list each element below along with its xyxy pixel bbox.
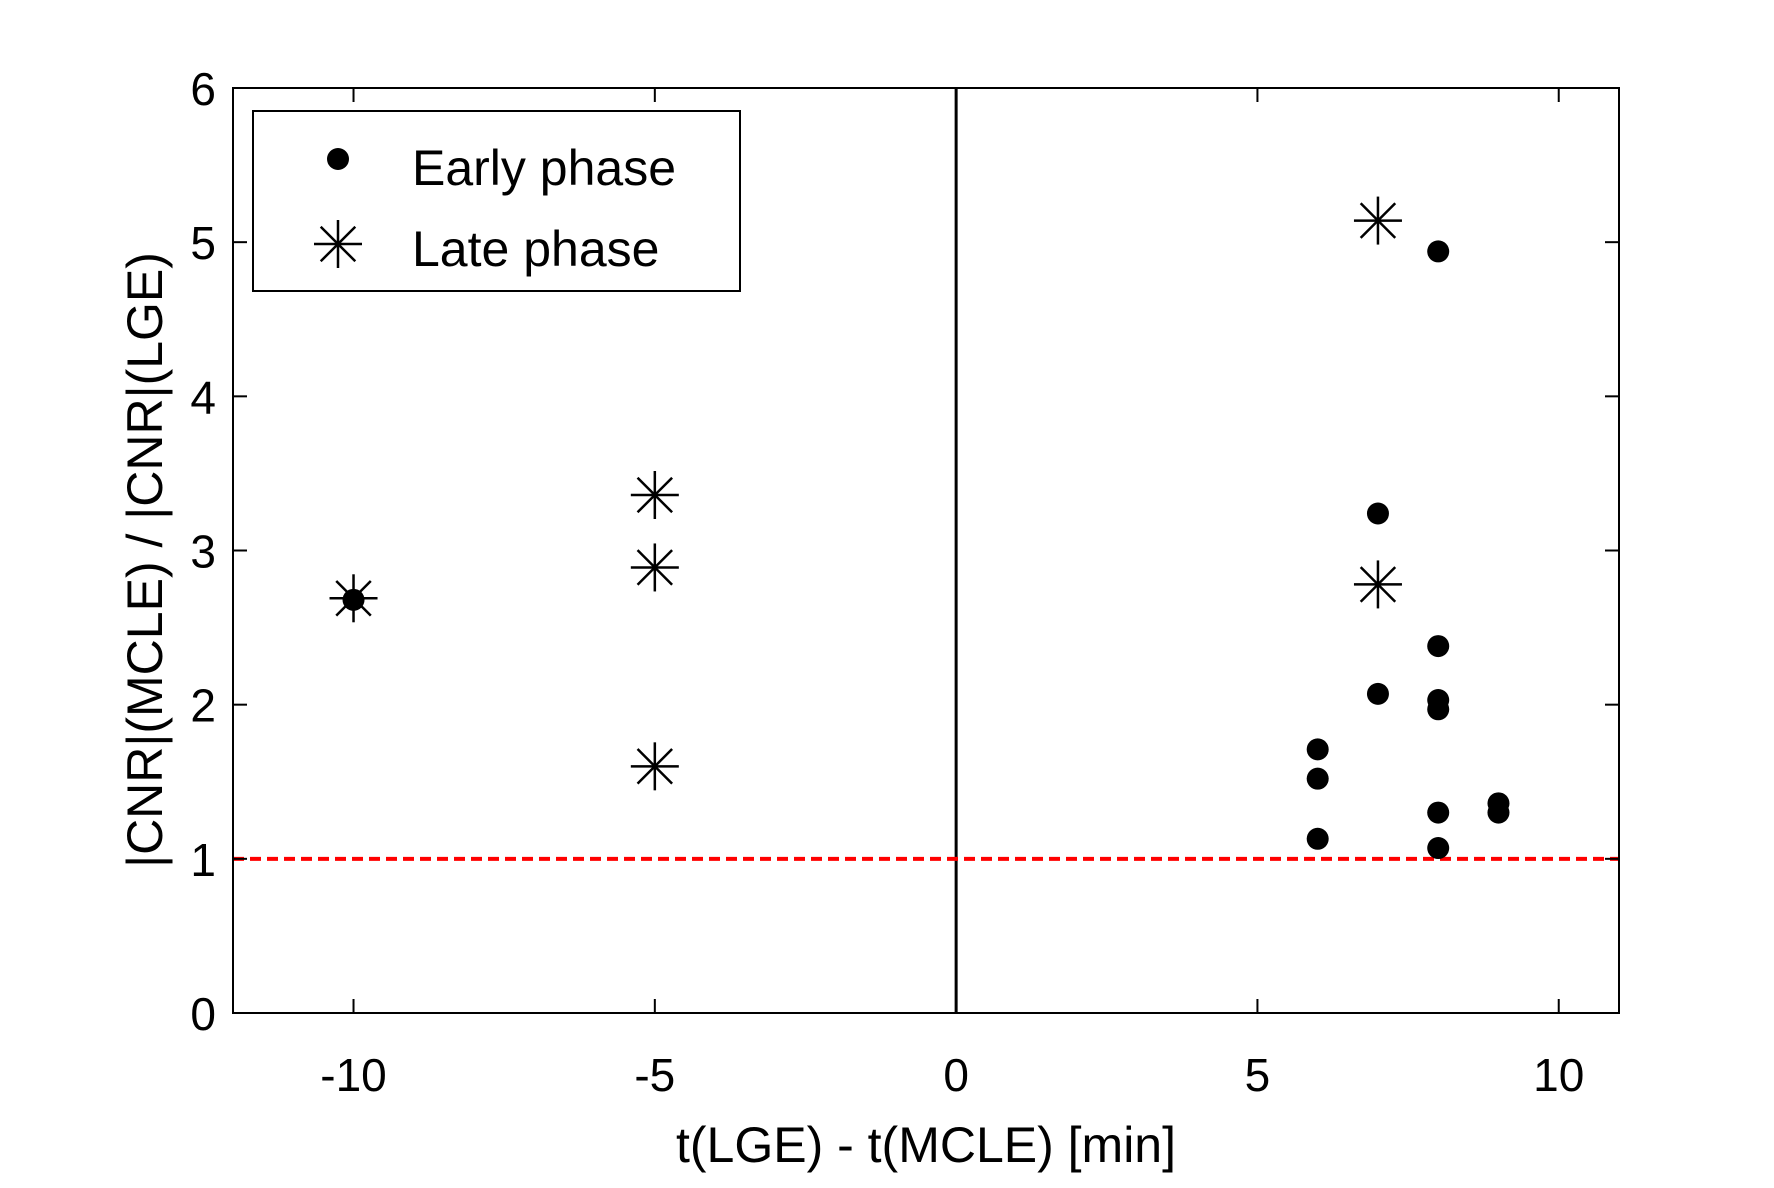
asterisk-stroke — [319, 225, 357, 263]
y-tick-label: 2 — [190, 680, 216, 732]
axis-ticks — [233, 87, 1619, 1014]
point-late-phase-4 — [1353, 196, 1402, 245]
legend-marker-early-phase — [327, 148, 349, 170]
point-early-phase-1 — [1306, 738, 1329, 761]
point-early-phase-2 — [1306, 767, 1329, 790]
y-tick-label: 6 — [190, 63, 216, 115]
point-early-phase-10 — [1427, 801, 1450, 824]
asterisk-stroke — [335, 580, 372, 617]
y-tick-label: 1 — [190, 834, 216, 886]
legend-marker-late-phase — [314, 220, 362, 268]
data-points — [329, 196, 1510, 860]
legend-box — [252, 110, 741, 292]
x-tick-label: -5 — [634, 1049, 675, 1101]
x-tick-labels: -10 -5 0 5 10 — [320, 1049, 1584, 1101]
legend: Early phase Late phase — [252, 110, 741, 292]
y-tick-label: 3 — [190, 526, 216, 578]
x-tick-label: 0 — [943, 1049, 969, 1101]
asterisk-stroke — [1359, 566, 1397, 603]
point-early-phase-6 — [1427, 240, 1450, 263]
asterisk-stroke — [636, 748, 673, 785]
y-tick-label: 0 — [190, 988, 216, 1040]
reference-lines — [233, 88, 1619, 1013]
y-axis-title: |CNR|(MCLE) / |CNR|(LGE) — [117, 252, 173, 868]
legend-label-late-phase: Late phase — [412, 221, 659, 277]
legend-label-early-phase: Early phase — [412, 140, 676, 196]
point-early-phase-3 — [1306, 827, 1329, 850]
legend-marker-late-phase-asterisk — [314, 220, 362, 268]
asterisk-stroke — [636, 549, 673, 586]
point-early-phase-7 — [1427, 635, 1450, 658]
x-tick-label: 5 — [1245, 1049, 1271, 1101]
legend-marker-early-phase-dot — [327, 148, 349, 170]
point-late-phase-3 — [630, 742, 679, 791]
point-early-phase-4 — [1366, 502, 1389, 525]
point-late-phase-0 — [329, 574, 378, 623]
y-tick-label: 4 — [190, 371, 216, 423]
point-early-phase-11 — [1427, 837, 1450, 860]
point-early-phase-5 — [1366, 682, 1389, 705]
asterisk-stroke — [1359, 202, 1397, 239]
y-tick-label: 5 — [190, 217, 216, 269]
point-late-phase-5 — [1353, 560, 1402, 609]
x-tick-label: -10 — [320, 1049, 386, 1101]
point-late-phase-2 — [630, 543, 679, 592]
point-early-phase-9 — [1427, 698, 1450, 721]
point-late-phase-1 — [630, 471, 679, 519]
y-tick-labels: 0 1 2 3 4 5 6 — [190, 63, 216, 1040]
x-tick-label: 10 — [1533, 1049, 1584, 1101]
asterisk-stroke — [636, 476, 673, 514]
point-early-phase-13 — [1487, 801, 1510, 824]
x-axis-title: t(LGE) - t(MCLE) [min] — [676, 1117, 1176, 1173]
